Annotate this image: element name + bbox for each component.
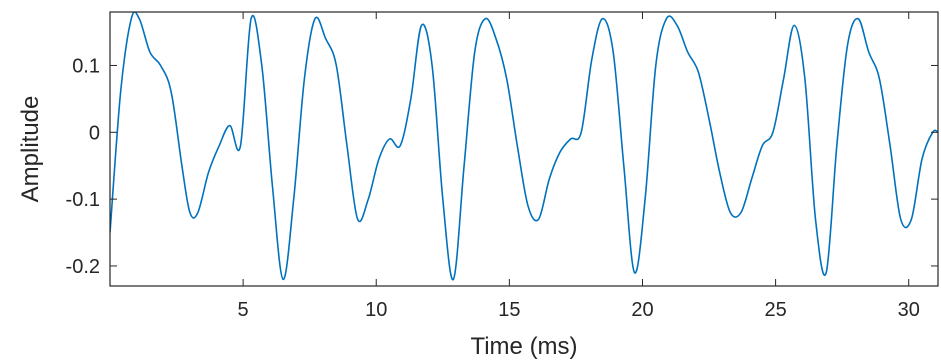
y-tick-labels: 0.1 0 -0.1 -0.2 [66, 55, 100, 277]
plot-frame [109, 11, 939, 287]
y-tick-label: -0.1 [66, 189, 100, 211]
x-tick-label: 25 [764, 299, 786, 321]
y-tick-label: 0.1 [72, 55, 100, 77]
series-layer [110, 12, 938, 281]
y-tick-label: -0.2 [66, 256, 100, 278]
tick-layer [110, 12, 938, 286]
x-tick-label: 15 [498, 299, 520, 321]
x-tick-label: 20 [631, 299, 653, 321]
series-line-0 [110, 12, 938, 281]
y-axis-label: Amplitude [17, 96, 44, 203]
x-tick-label: 30 [898, 299, 920, 321]
x-axis-label: Time (ms) [470, 333, 577, 360]
y-tick-label: 0 [89, 122, 100, 144]
x-tick-label: 10 [365, 299, 387, 321]
x-tick-labels: 5 10 15 20 25 30 [238, 299, 920, 321]
x-tick-label: 5 [238, 299, 249, 321]
plot-area [110, 12, 938, 286]
